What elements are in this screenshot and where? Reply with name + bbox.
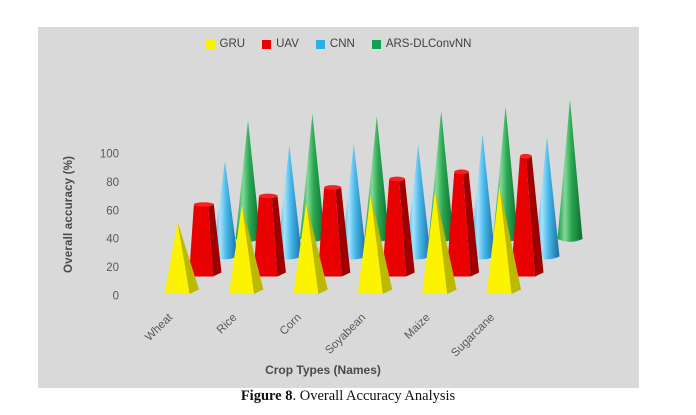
frustum-front-UAV-Soyabean [382,179,407,277]
legend-swatch-ARS-DLConvNN [371,39,381,49]
legend-swatch-GRU [205,39,215,49]
y-tick-20: 20 [106,262,119,274]
x-category-Sugarcane: Sugarcane [449,312,497,360]
cone-CNN-Rice [276,145,302,260]
frustum-front-UAV-Maize [446,172,471,277]
frustum-front-UAV-Rice [253,196,278,277]
legend-label: GRU [219,38,246,50]
y-tick-60: 60 [106,205,119,217]
x-axis-title: Crop Types (Names) [265,363,381,377]
figure-caption-label: Figure 8 [240,388,293,404]
frustum-side-UAV-Sugarcane [526,155,544,277]
y-tick-100: 100 [100,149,119,161]
cone-CNN-Wheat [212,161,238,260]
pyramid-side-GRU-Wheat [177,221,199,294]
chart-area: GRU UAV CNN ARS-DLConvNN Overall accuracy (… [38,27,639,388]
x-category-Maize: Maize [403,312,433,342]
frustum-front-UAV-Corn [317,188,342,277]
frustum-top-UAV-Sugarcane [519,153,532,159]
pyramid-front-GRU-Wheat [164,221,190,294]
pyramid-side-GRU-Soyabean [370,194,393,294]
legend-item-CNN: CNN [315,38,355,50]
legend-item-GRU: GRU [205,38,246,50]
frustum-top-UAV-Maize [454,169,469,175]
frustum-side-UAV-Maize [463,171,480,277]
pyramid-side-GRU-Rice [241,204,264,294]
y-tick-40: 40 [106,234,119,246]
pyramid-front-GRU-Corn [293,203,319,294]
series-CNN [212,134,560,260]
frustum-top-UAV-Soyabean [389,176,405,182]
pyramid-front-GRU-Maize [422,190,448,294]
cone-CNN-Maize [470,134,496,260]
series-GRU [164,186,521,294]
frustum-top-UAV-Rice [258,193,278,199]
legend-label: CNN [329,38,355,50]
legend-label: ARS-DLConvNN [385,38,472,50]
pyramid-side-GRU-Sugarcane [499,186,521,294]
y-tick-0: 0 [113,291,119,303]
cone-CNN-Sugarcane [534,136,560,260]
frustum-side-UAV-Soyabean [399,178,415,277]
legend-item-ARS-DLConvNN: ARS-DLConvNN [371,38,472,50]
frustum-side-UAV-Wheat [208,203,222,277]
frustum-top-UAV-Corn [324,185,342,190]
series-UAV [189,153,544,277]
frustum-front-UAV-Wheat [189,205,213,277]
cone-CNN-Corn [341,143,367,260]
plot-canvas: 0 20 40 60 80 100 Wheat Rice Corn Soyabean Maize Su… [100,99,583,360]
legend-swatch-CNN [315,39,325,49]
cone-CNN-Soyabean [405,145,431,260]
pyramid-front-GRU-Soyabean [357,194,383,294]
figure-caption: Figure 8. Overall Accuracy Analysis [0,388,696,405]
cone-ARS-DLConvNN-Sugarcane [557,99,583,242]
frustum-front-UAV-Sugarcane [511,157,535,277]
x-category-Rice: Rice [215,312,240,337]
pyramid-front-GRU-Sugarcane [486,186,512,294]
x-category-Corn: Corn [278,312,304,338]
y-tick-80: 80 [106,177,119,189]
legend-swatch-UAV [262,39,272,49]
x-category-Wheat: Wheat [143,311,176,344]
figure-caption-text: . Overall Accuracy Analysis [292,388,456,404]
chart-legend: GRU UAV CNN ARS-DLConvNN [38,38,639,50]
frustum-side-UAV-Rice [271,195,286,277]
pyramid-front-GRU-Rice [228,204,254,294]
pyramid-side-GRU-Corn [306,203,328,294]
legend-label: UAV [276,38,299,50]
x-category-Soyabean: Soyabean [323,312,368,357]
frustum-top-UAV-Wheat [193,202,214,207]
frustum-side-UAV-Corn [335,186,351,277]
legend-item-UAV: UAV [262,38,299,50]
pyramid-side-GRU-Maize [435,190,457,294]
